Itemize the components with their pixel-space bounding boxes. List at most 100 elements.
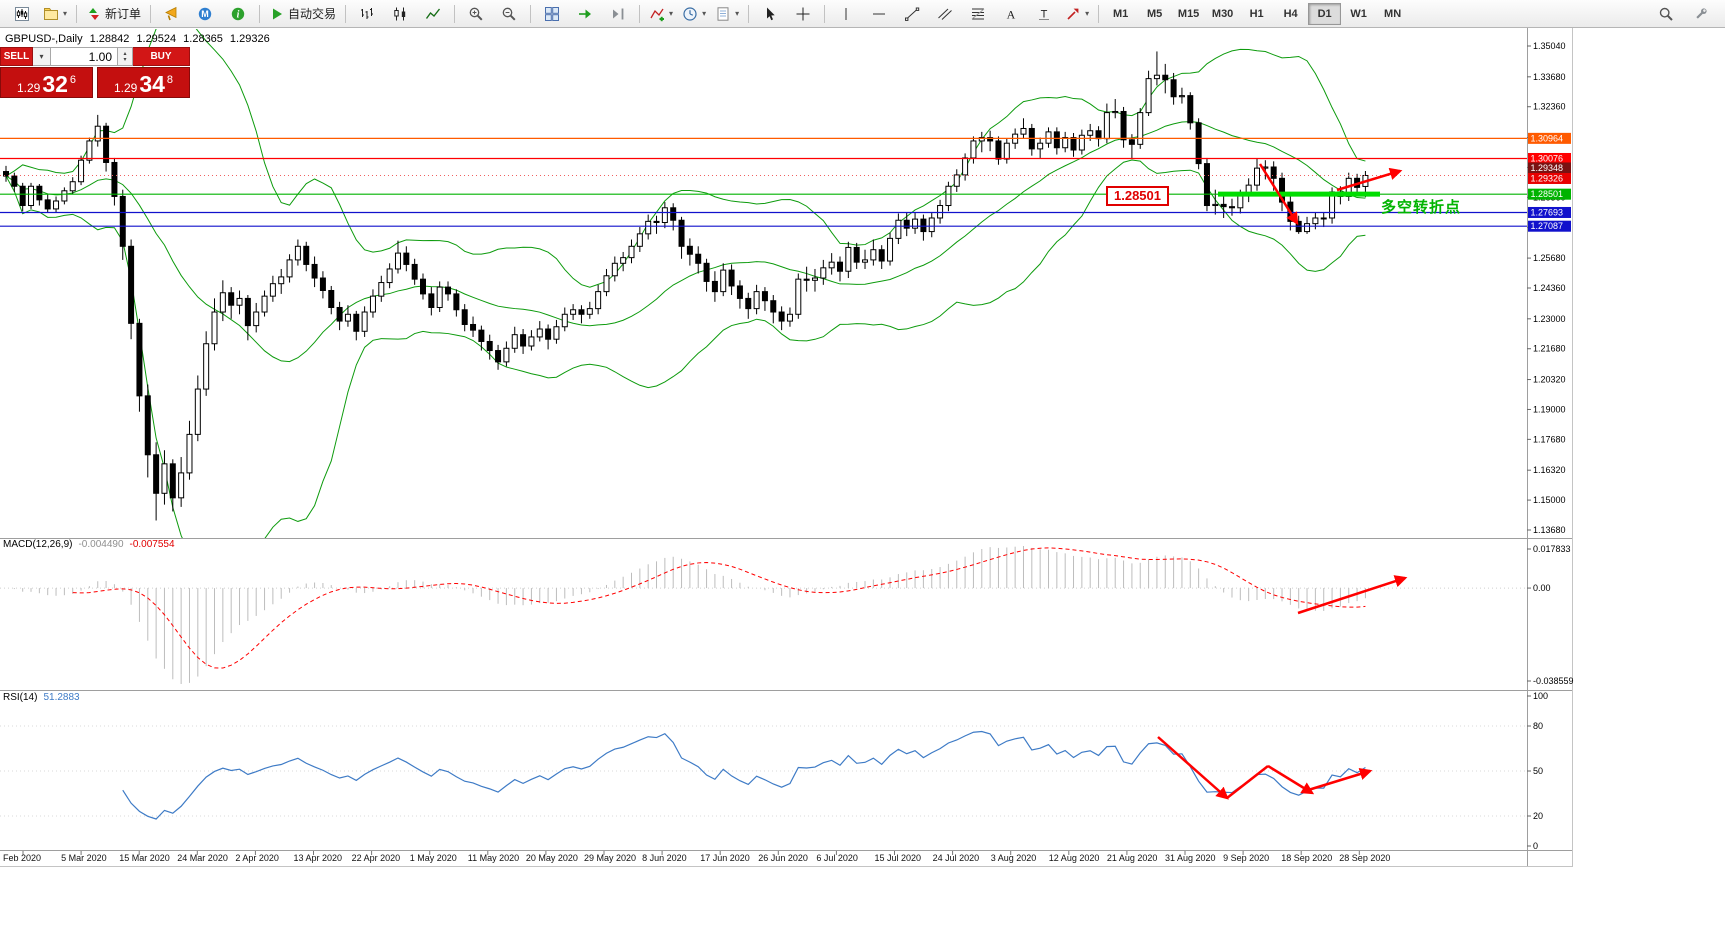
toolbar-right-group: [1650, 2, 1717, 26]
close-value: 1.29326: [229, 33, 270, 45]
toolbar-separator: [639, 4, 641, 23]
panel-frame: [0, 28, 1573, 867]
arrows-button[interactable]: ▾: [1061, 2, 1093, 26]
templates-button[interactable]: ▾: [711, 2, 743, 26]
time-axis-label: 12 Aug 2020: [1049, 853, 1100, 863]
sell-button[interactable]: 1.29 32 6: [0, 67, 93, 98]
periods-button[interactable]: ▾: [678, 2, 710, 26]
horizontal-lines[interactable]: [0, 137, 1527, 227]
time-axis-label: 2 Apr 2020: [235, 853, 279, 863]
settings-button[interactable]: [1685, 2, 1717, 26]
community-button[interactable]: M: [189, 2, 221, 26]
vertical-line-button[interactable]: [830, 2, 862, 26]
line-chart-mode-button[interactable]: [417, 2, 449, 26]
profiles-button[interactable]: ▾: [39, 2, 71, 26]
zoom-out-button[interactable]: [493, 2, 525, 26]
cursor-icon: [767, 7, 775, 20]
price-axis-label: 1.21680: [1533, 344, 1566, 354]
timeframe-m1[interactable]: M1: [1112, 7, 1129, 20]
timeframe-mn[interactable]: MN: [1384, 7, 1402, 20]
buy-price-big: 34: [139, 71, 165, 98]
new-order-button[interactable]: 新订单: [82, 2, 145, 26]
timeframe-m15[interactable]: M15: [1177, 7, 1200, 20]
svg-text:T: T: [1041, 8, 1048, 20]
autotrading-button[interactable]: 自动交易: [265, 2, 340, 26]
time-axis-label: 6 Jul 2020: [816, 853, 858, 863]
sell-price-prefix: 1.29: [16, 80, 41, 95]
indicators-button[interactable]: ▾: [645, 2, 677, 26]
timeframe-m5[interactable]: M5: [1146, 7, 1163, 20]
macd-panel: [0, 546, 1527, 684]
timeframe-h4[interactable]: H4: [1283, 7, 1298, 20]
macd-indicator-label: MACD(12,26,9) -0.004490 -0.007554: [3, 539, 175, 550]
timeframe-d1[interactable]: D1: [1308, 2, 1342, 25]
buy-button[interactable]: 1.29 34 8: [97, 67, 190, 98]
open-value: 1.28842: [89, 33, 130, 45]
price-tag: 1.28501: [1531, 189, 1564, 199]
periods-icon: [683, 6, 697, 21]
horizontal-line-button[interactable]: [863, 2, 895, 26]
channel-button[interactable]: [929, 2, 961, 26]
chart-annotations[interactable]: [1157, 163, 1408, 800]
time-axis-label: 29 May 2020: [584, 853, 636, 863]
zoom-in-button[interactable]: [460, 2, 492, 26]
stepper-down-icon: ▾: [123, 56, 127, 63]
price-tag: 1.27087: [1531, 221, 1564, 231]
price-axis-label: 1.15000: [1533, 495, 1566, 505]
price-tag: 1.29326: [1531, 173, 1564, 183]
svg-text:A: A: [1007, 7, 1016, 21]
timeframe-m30[interactable]: M30: [1211, 7, 1234, 20]
volume-stepper[interactable]: ▴ ▾: [118, 47, 133, 66]
tile-windows-button[interactable]: [536, 2, 568, 26]
info-button[interactable]: i: [222, 2, 254, 26]
text-button[interactable]: A: [995, 2, 1027, 26]
time-axis-label: 9 Sep 2020: [1223, 853, 1269, 863]
community-icon: M: [198, 7, 212, 20]
time-axis-label: 18 Sep 2020: [1281, 853, 1332, 863]
time-axis-label: 15 Jul 2020: [875, 853, 922, 863]
buy-tab[interactable]: BUY: [133, 47, 190, 66]
new-chart-button[interactable]: [6, 2, 38, 26]
rsi-axis: 100 80 50 20 0: [1527, 691, 1548, 851]
time-axis-label: Feb 2020: [3, 853, 41, 863]
price-axis-label: 1.16320: [1533, 465, 1566, 475]
macd-axis-label: 0.00: [1533, 583, 1551, 593]
buy-price-sup: 8: [166, 74, 174, 86]
pivot-price-label[interactable]: 1.28501: [1106, 186, 1169, 206]
crosshair-button[interactable]: [787, 2, 819, 26]
price-axis-label: 1.32360: [1533, 102, 1566, 112]
vline-icon: [845, 7, 847, 20]
candlesticks: [3, 51, 1369, 521]
cursor-button[interactable]: [754, 2, 786, 26]
label-button[interactable]: T: [1028, 2, 1060, 26]
annotation-line: [1226, 765, 1269, 799]
fibonacci-button[interactable]: [962, 2, 994, 26]
time-axis-label: 3 Aug 2020: [991, 853, 1037, 863]
price-tag: 1.30964: [1531, 133, 1564, 143]
autoscroll-icon: [579, 9, 592, 18]
buy-price-prefix: 1.29: [113, 80, 138, 95]
toolbar-separator: [345, 4, 347, 23]
trendline-button[interactable]: [896, 2, 928, 26]
chart-shift-button[interactable]: [602, 2, 634, 26]
timeframe-w1[interactable]: W1: [1350, 7, 1367, 20]
volume-input[interactable]: 1.00: [51, 47, 118, 66]
turning-point-annotation[interactable]: 多空转折点: [1381, 199, 1462, 216]
announcements-button[interactable]: [156, 2, 188, 26]
fibo-icon: [971, 8, 985, 19]
order-type-dropdown[interactable]: ▾: [33, 47, 51, 66]
autoscroll-button[interactable]: [569, 2, 601, 26]
tile-icon: [545, 6, 560, 21]
bollinger-bands: [5, 29, 1366, 538]
timeframe-h1[interactable]: H1: [1249, 7, 1264, 20]
texttool-icon: A: [1007, 7, 1016, 21]
search-button[interactable]: [1650, 2, 1682, 26]
time-axis-label: 31 Aug 2020: [1165, 853, 1216, 863]
bar-chart-mode-button[interactable]: [351, 2, 383, 26]
time-axis-label: 5 Mar 2020: [61, 853, 107, 863]
time-axis-label: 8 Jun 2020: [642, 853, 687, 863]
sell-tab[interactable]: SELL: [0, 47, 33, 66]
candlestick-mode-button[interactable]: [384, 2, 416, 26]
